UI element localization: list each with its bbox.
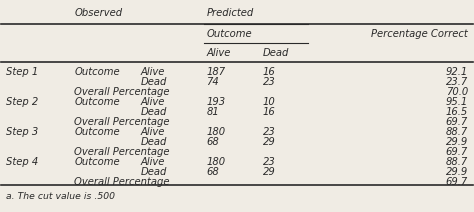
Text: 16.5: 16.5 [446,107,468,117]
Text: 193: 193 [206,97,226,107]
Text: 69.7: 69.7 [446,177,468,187]
Text: Outcome: Outcome [206,29,252,39]
Text: 180: 180 [206,127,226,137]
Text: Outcome: Outcome [74,67,120,77]
Text: 23: 23 [263,77,276,87]
Text: 180: 180 [206,157,226,167]
Text: 187: 187 [206,67,226,77]
Text: Alive: Alive [140,127,165,137]
Text: Percentage Correct: Percentage Correct [371,29,468,39]
Text: 95.1: 95.1 [446,97,468,107]
Text: Step 3: Step 3 [6,127,38,137]
Text: Overall Percentage: Overall Percentage [74,147,170,157]
Text: Predicted: Predicted [206,8,254,18]
Text: 29.9: 29.9 [446,167,468,177]
Text: Alive: Alive [140,97,165,107]
Text: a. The cut value is .500: a. The cut value is .500 [6,192,115,201]
Text: Alive: Alive [206,48,231,58]
Text: Overall Percentage: Overall Percentage [74,87,170,97]
Text: 69.7: 69.7 [446,117,468,127]
Text: 23: 23 [263,157,276,167]
Text: Alive: Alive [140,67,165,77]
Text: 29.9: 29.9 [446,137,468,147]
Text: Overall Percentage: Overall Percentage [74,177,170,187]
Text: Dead: Dead [140,107,167,117]
Text: 68: 68 [206,137,219,147]
Text: Step 4: Step 4 [6,157,38,167]
Text: Outcome: Outcome [74,157,120,167]
Text: Dead: Dead [140,137,167,147]
Text: 74: 74 [206,77,219,87]
Text: Dead: Dead [263,48,289,58]
Text: Alive: Alive [140,157,165,167]
Text: Outcome: Outcome [74,127,120,137]
Text: 16: 16 [263,67,276,77]
Text: 29: 29 [263,137,276,147]
Text: 10: 10 [263,97,276,107]
Text: 68: 68 [206,167,219,177]
Text: 88.7: 88.7 [446,127,468,137]
Text: 16: 16 [263,107,276,117]
Text: 88.7: 88.7 [446,157,468,167]
Text: 23.7: 23.7 [446,77,468,87]
Text: 81: 81 [206,107,219,117]
Text: Dead: Dead [140,77,167,87]
Text: Outcome: Outcome [74,97,120,107]
Text: Step 2: Step 2 [6,97,38,107]
Text: 70.0: 70.0 [446,87,468,97]
Text: Overall Percentage: Overall Percentage [74,117,170,127]
Text: 23: 23 [263,127,276,137]
Text: 69.7: 69.7 [446,147,468,157]
Text: Dead: Dead [140,167,167,177]
Text: 29: 29 [263,167,276,177]
Text: Step 1: Step 1 [6,67,38,77]
Text: Observed: Observed [74,8,123,18]
Text: 92.1: 92.1 [446,67,468,77]
